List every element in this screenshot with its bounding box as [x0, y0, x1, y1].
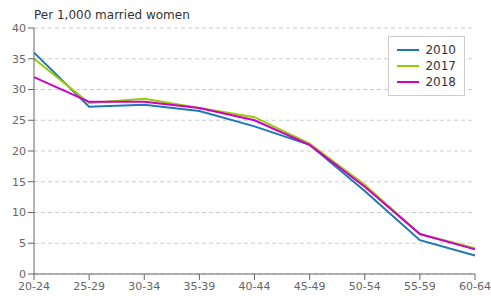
svg-text:20: 20 — [12, 145, 26, 158]
svg-text:20-24: 20-24 — [18, 280, 50, 293]
svg-text:30: 30 — [12, 83, 26, 96]
svg-text:40-44: 40-44 — [239, 280, 271, 293]
svg-text:60-64: 60-64 — [459, 280, 483, 293]
html-text:Per 1,000 married women: Per 1,000 married women — [34, 8, 190, 22]
svg-text:30-34: 30-34 — [128, 280, 160, 293]
svg-text:25: 25 — [12, 114, 26, 127]
svg-text:45-49: 45-49 — [294, 280, 326, 293]
svg-text:25-29: 25-29 — [73, 280, 105, 293]
svg-text:50-54: 50-54 — [349, 280, 381, 293]
html-text:2010: 2010 — [425, 43, 456, 57]
svg-text:0: 0 — [19, 268, 26, 281]
svg-text:10: 10 — [12, 206, 26, 219]
svg-text:35: 35 — [12, 53, 26, 66]
svg-text:40: 40 — [12, 22, 26, 35]
svg-text:15: 15 — [12, 176, 26, 189]
html-text:2017: 2017 — [425, 59, 456, 73]
svg-text:35-39: 35-39 — [183, 280, 215, 293]
html-text:2018: 2018 — [425, 75, 456, 89]
svg-text:5: 5 — [19, 237, 26, 250]
svg-text:55-59: 55-59 — [404, 280, 436, 293]
